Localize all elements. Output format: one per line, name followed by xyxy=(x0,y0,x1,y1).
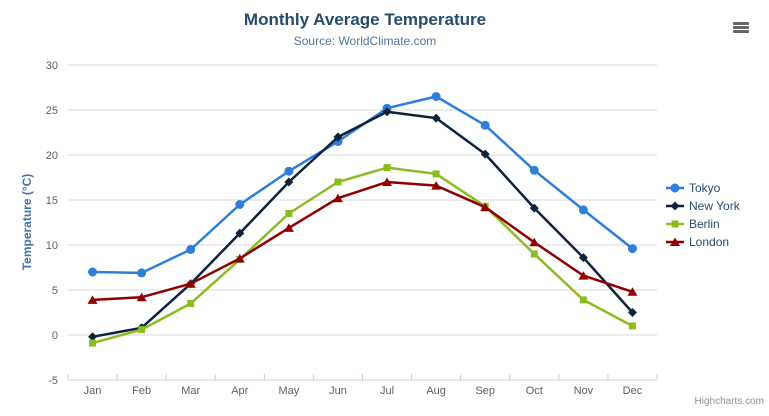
data-point-tokyo[interactable] xyxy=(235,200,245,209)
x-axis-label: Feb xyxy=(132,385,151,397)
hamburger-icon xyxy=(733,21,749,33)
data-point-berlin[interactable] xyxy=(628,322,636,330)
data-point-tokyo[interactable] xyxy=(480,120,490,130)
data-point-berlin[interactable] xyxy=(383,164,391,172)
data-point-tokyo[interactable] xyxy=(137,268,147,278)
data-point-london[interactable] xyxy=(87,295,98,304)
legend-item-tokyo[interactable]: Tokyo xyxy=(666,179,740,197)
data-point-berlin[interactable] xyxy=(285,210,293,217)
y-axis-label: 0 xyxy=(52,330,58,342)
data-point-london[interactable] xyxy=(431,181,442,190)
data-point-new-york[interactable] xyxy=(382,107,392,117)
data-point-new-york[interactable] xyxy=(578,253,588,263)
data-point-berlin[interactable] xyxy=(530,250,538,258)
data-point-berlin[interactable] xyxy=(187,300,195,307)
triangle-marker-icon xyxy=(666,237,684,246)
y-axis-label: 30 xyxy=(46,60,58,72)
y-axis-label: 20 xyxy=(46,150,58,162)
diamond-marker-icon xyxy=(666,201,684,211)
data-point-tokyo[interactable] xyxy=(284,166,294,176)
data-point-tokyo[interactable] xyxy=(529,165,539,175)
data-point-berlin[interactable] xyxy=(334,178,342,186)
legend-label: New York xyxy=(689,199,740,213)
data-point-tokyo[interactable] xyxy=(431,92,441,101)
square-marker-icon xyxy=(666,220,684,228)
data-point-london[interactable] xyxy=(627,287,638,296)
data-point-berlin[interactable] xyxy=(432,170,440,178)
data-point-berlin[interactable] xyxy=(89,339,97,347)
data-point-tokyo[interactable] xyxy=(578,205,588,215)
data-point-london[interactable] xyxy=(332,193,343,203)
x-axis-label: Oct xyxy=(526,385,543,397)
data-point-new-york[interactable] xyxy=(627,308,637,317)
x-axis-label: Apr xyxy=(231,385,248,397)
context-menu-button[interactable] xyxy=(729,17,753,37)
legend-label: Tokyo xyxy=(689,181,721,195)
data-point-london[interactable] xyxy=(578,271,589,280)
y-axis-label: 10 xyxy=(46,240,58,252)
circle-marker-icon xyxy=(666,183,684,193)
data-point-new-york[interactable] xyxy=(480,149,490,159)
legend-label: Berlin xyxy=(689,217,720,231)
x-axis-label: Jul xyxy=(380,385,394,397)
series-line-tokyo[interactable] xyxy=(91,95,634,275)
data-point-tokyo[interactable] xyxy=(186,245,196,254)
x-axis-label: Aug xyxy=(426,385,446,397)
y-axis-label: 15 xyxy=(46,195,58,207)
credits-link[interactable]: Highcharts.com xyxy=(694,396,764,407)
legend: Tokyo New York Berlin London xyxy=(666,179,740,251)
x-axis-label: Jun xyxy=(329,385,347,397)
x-axis-label: May xyxy=(278,385,299,397)
data-point-london[interactable] xyxy=(185,279,196,288)
data-point-berlin[interactable] xyxy=(579,296,587,304)
data-point-berlin[interactable] xyxy=(138,326,146,334)
legend-item-new-york[interactable]: New York xyxy=(666,197,740,215)
data-point-london[interactable] xyxy=(234,254,245,263)
data-point-new-york[interactable] xyxy=(333,132,343,142)
data-point-tokyo[interactable] xyxy=(627,244,637,254)
data-point-tokyo[interactable] xyxy=(88,267,98,277)
x-axis-label: Sep xyxy=(475,385,495,397)
x-axis-label: Mar xyxy=(181,385,200,397)
data-point-london[interactable] xyxy=(283,223,294,232)
x-axis-label: Dec xyxy=(623,385,643,397)
data-point-new-york[interactable] xyxy=(529,203,539,213)
series-line-london[interactable] xyxy=(91,180,634,302)
data-point-new-york[interactable] xyxy=(235,228,245,238)
legend-item-berlin[interactable]: Berlin xyxy=(666,215,740,233)
x-axis-label: Nov xyxy=(574,385,594,397)
y-axis-label: 5 xyxy=(52,285,58,297)
x-axis-label: Jan xyxy=(84,385,102,397)
legend-label: London xyxy=(689,235,730,249)
data-point-london[interactable] xyxy=(480,202,491,212)
series-line-new-york[interactable] xyxy=(91,110,634,339)
chart-title: Monthly Average Temperature xyxy=(243,10,487,29)
y-axis-label: 25 xyxy=(46,105,58,117)
data-point-new-york[interactable] xyxy=(88,332,98,342)
data-point-new-york[interactable] xyxy=(431,113,441,123)
data-point-new-york[interactable] xyxy=(284,177,294,187)
chart-subtitle: Source: WorldClimate.com xyxy=(293,34,437,48)
data-point-london[interactable] xyxy=(382,177,393,187)
y-axis-title: Temperature (°C) xyxy=(20,173,34,271)
data-point-london[interactable] xyxy=(136,292,147,302)
data-point-london[interactable] xyxy=(529,237,540,247)
series-line-berlin[interactable] xyxy=(91,166,634,345)
y-axis-label: -5 xyxy=(48,375,58,387)
legend-item-london[interactable]: London xyxy=(666,233,740,251)
